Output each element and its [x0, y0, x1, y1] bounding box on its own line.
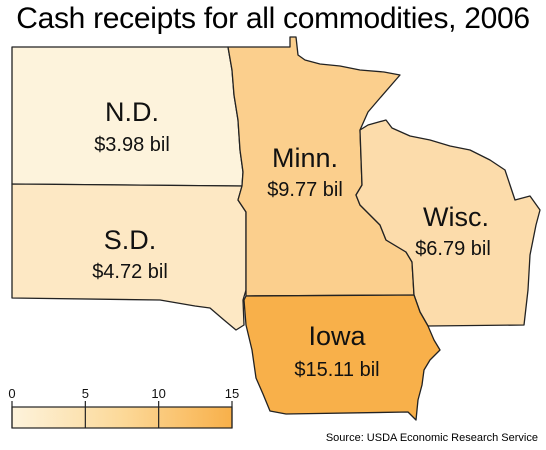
legend-tick-label: 10 — [151, 386, 165, 401]
legend-tick-label: 5 — [82, 386, 89, 401]
state-label-mn: Minn. — [272, 143, 338, 173]
legend-tick-label: 0 — [8, 386, 15, 401]
state-south-dakota[interactable] — [11, 183, 247, 331]
state-value-mn: $9.77 bil — [267, 179, 343, 201]
state-value-wi: $6.79 bil — [415, 238, 491, 260]
source-note: Source: USDA Economic Research Service — [325, 432, 538, 444]
state-value-sd: $4.72 bil — [92, 261, 168, 283]
legend-color-bar — [11, 406, 233, 429]
state-label-wi: Wisc. — [423, 202, 489, 232]
legend-tick-label: 15 — [225, 386, 239, 401]
state-value-ia: $15.11 bil — [294, 359, 379, 381]
state-label-sd: S.D. — [104, 225, 157, 255]
legend: 0 5 10 15 — [8, 386, 239, 429]
map-title: Cash receipts for all commodities, 2006 — [16, 2, 530, 35]
state-wisconsin[interactable] — [355, 119, 541, 327]
state-label-nd: N.D. — [105, 97, 159, 127]
state-label-ia: Iowa — [308, 321, 366, 351]
state-value-nd: $3.98 bil — [94, 134, 170, 156]
state-iowa[interactable] — [243, 294, 441, 421]
legend-ticks: 0 5 10 15 — [8, 386, 239, 428]
